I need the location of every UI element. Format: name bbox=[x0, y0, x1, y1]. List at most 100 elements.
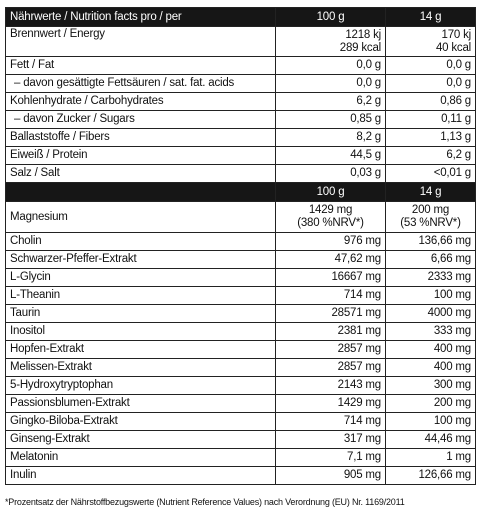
ingredient-row: Passionsblumen-Extrakt 1429 mg 200 mg bbox=[5, 394, 476, 413]
ingredient-header-row: 100 g 14 g bbox=[5, 182, 476, 202]
ingredient-row: L-Glycin 16667 mg 2333 mg bbox=[5, 268, 476, 287]
nutrient-row: – davon gesättigte Fettsäuren / sat. fat… bbox=[5, 74, 476, 93]
ingredient-row-label: Ginseng-Extrakt bbox=[5, 430, 276, 449]
energy-100g: 1218 kj 289 kcal bbox=[275, 26, 386, 57]
magnesium-100g: 1429 mg (380 %NRV*) bbox=[275, 201, 386, 233]
ingredient-row: Melissen-Extrakt 2857 mg 400 mg bbox=[5, 358, 476, 377]
energy-row: Brennwert / Energy 1218 kj 289 kcal 170 … bbox=[5, 26, 476, 57]
table-header-row: Nährwerte / Nutrition facts pro / per 10… bbox=[5, 7, 476, 27]
nutrient-row-label: – davon gesättigte Fettsäuren / sat. fat… bbox=[5, 74, 276, 93]
magnesium-14g: 200 mg (53 %NRV*) bbox=[385, 201, 476, 233]
ingredient-header-label bbox=[5, 182, 276, 202]
energy-100g-kcal: 289 kcal bbox=[339, 41, 381, 54]
ingredient-row-value-14g: 200 mg bbox=[385, 394, 476, 413]
ingredient-row: Cholin 976 mg 136,66 mg bbox=[5, 232, 476, 251]
ingredient-row-value-14g: 333 mg bbox=[385, 322, 476, 341]
nutrient-row-label: Eiweiß / Protein bbox=[5, 146, 276, 165]
ingredient-row-value-100g: 47,62 mg bbox=[275, 250, 386, 269]
ingredient-row: Ginseng-Extrakt 317 mg 44,46 mg bbox=[5, 430, 476, 449]
ingredient-row-label: Inulin bbox=[5, 466, 276, 485]
ingredient-row-label: Melissen-Extrakt bbox=[5, 358, 276, 377]
ingredient-row-value-100g: 714 mg bbox=[275, 412, 386, 431]
nutrient-row: Salz / Salt 0,03 g <0,01 g bbox=[5, 164, 476, 183]
ingredient-row-label: 5-Hydroxytryptophan bbox=[5, 376, 276, 395]
ingredient-row: Melatonin 7,1 mg 1 mg bbox=[5, 448, 476, 467]
ingredient-header-col-14g: 14 g bbox=[385, 182, 476, 202]
ingredient-row: Schwarzer-Pfeffer-Extrakt 47,62 mg 6,66 mg bbox=[5, 250, 476, 269]
ingredient-row-value-100g: 905 mg bbox=[275, 466, 386, 485]
nutrient-row: Fett / Fat 0,0 g 0,0 g bbox=[5, 56, 476, 75]
nutrient-row-label: Salz / Salt bbox=[5, 164, 276, 183]
ingredient-row-value-14g: 300 mg bbox=[385, 376, 476, 395]
ingredient-row-label: Melatonin bbox=[5, 448, 276, 467]
ingredient-row-label: Inositol bbox=[5, 322, 276, 341]
nutrient-row-value-100g: 0,03 g bbox=[275, 164, 386, 183]
ingredient-row-value-100g: 2143 mg bbox=[275, 376, 386, 395]
ingredient-row-value-14g: 400 mg bbox=[385, 340, 476, 359]
energy-14g-kcal: 40 kcal bbox=[435, 41, 471, 54]
header-col-14g: 14 g bbox=[385, 7, 476, 27]
nutrient-row: Ballaststoffe / Fibers 8,2 g 1,13 g bbox=[5, 128, 476, 147]
ingredient-row: 5-Hydroxytryptophan 2143 mg 300 mg bbox=[5, 376, 476, 395]
nutrition-table: Nährwerte / Nutrition facts pro / per 10… bbox=[5, 7, 476, 485]
ingredient-row-value-14g: 400 mg bbox=[385, 358, 476, 377]
nutrient-row-value-100g: 0,0 g bbox=[275, 74, 386, 93]
ingredient-row-value-14g: 100 mg bbox=[385, 412, 476, 431]
ingredient-row-value-100g: 2857 mg bbox=[275, 340, 386, 359]
ingredient-row: Inositol 2381 mg 333 mg bbox=[5, 322, 476, 341]
ingredient-row: Gingko-Biloba-Extrakt 714 mg 100 mg bbox=[5, 412, 476, 431]
ingredient-row-value-14g: 100 mg bbox=[385, 286, 476, 305]
nutrient-row-value-14g: 0,11 g bbox=[385, 110, 476, 129]
ingredient-row-value-100g: 976 mg bbox=[275, 232, 386, 251]
magnesium-14g-value: 200 mg bbox=[411, 204, 450, 216]
ingredient-row: L-Theanin 714 mg 100 mg bbox=[5, 286, 476, 305]
nutrient-row-label: Kohlenhydrate / Carbohydrates bbox=[5, 92, 276, 111]
ingredient-row-value-14g: 6,66 mg bbox=[385, 250, 476, 269]
ingredient-row-value-14g: 44,46 mg bbox=[385, 430, 476, 449]
nutrient-row-value-14g: <0,01 g bbox=[385, 164, 476, 183]
magnesium-14g-nrv: (53 %NRV*) bbox=[400, 217, 461, 229]
ingredient-row-value-100g: 2857 mg bbox=[275, 358, 386, 377]
nutrient-row: – davon Zucker / Sugars 0,85 g 0,11 g bbox=[5, 110, 476, 129]
ingredient-row-label: L-Glycin bbox=[5, 268, 276, 287]
ingredient-row-value-100g: 16667 mg bbox=[275, 268, 386, 287]
energy-100g-kj: 1218 kj bbox=[345, 28, 381, 41]
ingredient-row-label: Schwarzer-Pfeffer-Extrakt bbox=[5, 250, 276, 269]
nutrition-facts-panel: Nährwerte / Nutrition facts pro / per 10… bbox=[5, 7, 476, 485]
ingredient-row-value-14g: 4000 mg bbox=[385, 304, 476, 323]
nutrient-row: Eiweiß / Protein 44,5 g 6,2 g bbox=[5, 146, 476, 165]
ingredient-row-label: Passionsblumen-Extrakt bbox=[5, 394, 276, 413]
nutrient-row-value-14g: 0,0 g bbox=[385, 74, 476, 93]
ingredient-header-col-100g: 100 g bbox=[275, 182, 386, 202]
magnesium-100g-value: 1429 mg bbox=[308, 204, 353, 216]
nutrient-row-value-100g: 0,0 g bbox=[275, 56, 386, 75]
magnesium-row: Magnesium 1429 mg (380 %NRV*) 200 mg (53… bbox=[5, 201, 476, 233]
ingredient-row-value-14g: 2333 mg bbox=[385, 268, 476, 287]
nutrient-row-label: Fett / Fat bbox=[5, 56, 276, 75]
nutrient-row-value-100g: 8,2 g bbox=[275, 128, 386, 147]
nutrient-rows: Fett / Fat 0,0 g 0,0 g – davon gesättigte F… bbox=[5, 56, 476, 183]
nutrient-row-value-14g: 1,13 g bbox=[385, 128, 476, 147]
header-col-100g: 100 g bbox=[275, 7, 386, 27]
energy-14g: 170 kj 40 kcal bbox=[385, 26, 476, 57]
nutrient-row-label: Ballaststoffe / Fibers bbox=[5, 128, 276, 147]
nutrient-row-value-14g: 0,86 g bbox=[385, 92, 476, 111]
ingredient-row-value-14g: 136,66 mg bbox=[385, 232, 476, 251]
ingredient-row: Inulin 905 mg 126,66 mg bbox=[5, 466, 476, 485]
nutrient-row-value-100g: 0,85 g bbox=[275, 110, 386, 129]
nutrient-row-value-100g: 6,2 g bbox=[275, 92, 386, 111]
ingredient-row-label: Gingko-Biloba-Extrakt bbox=[5, 412, 276, 431]
ingredient-row-value-100g: 28571 mg bbox=[275, 304, 386, 323]
energy-14g-kj: 170 kj bbox=[441, 28, 472, 41]
ingredient-row-value-100g: 714 mg bbox=[275, 286, 386, 305]
ingredient-row-value-14g: 126,66 mg bbox=[385, 466, 476, 485]
ingredient-row-value-100g: 317 mg bbox=[275, 430, 386, 449]
nutrient-row-value-100g: 44,5 g bbox=[275, 146, 386, 165]
energy-label: Brennwert / Energy bbox=[5, 26, 276, 57]
ingredient-row-value-100g: 2381 mg bbox=[275, 322, 386, 341]
ingredient-row-label: L-Theanin bbox=[5, 286, 276, 305]
footnote: *Prozentsatz der Nährstoffbezugswerte (N… bbox=[5, 497, 405, 507]
nutrient-row-value-14g: 0,0 g bbox=[385, 56, 476, 75]
ingredient-row-value-100g: 1429 mg bbox=[275, 394, 386, 413]
nutrient-row: Kohlenhydrate / Carbohydrates 6,2 g 0,86 g bbox=[5, 92, 476, 111]
